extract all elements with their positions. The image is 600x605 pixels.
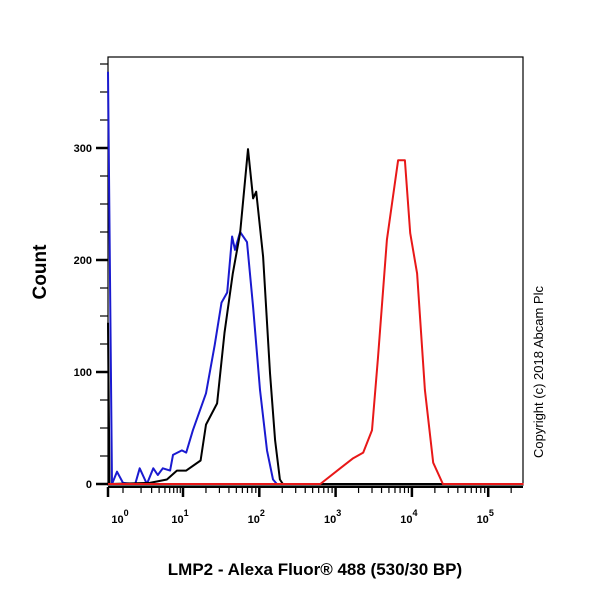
histogram-series-0 xyxy=(107,71,524,485)
x-tick-label: 100 xyxy=(111,508,128,526)
x-tick-base: 10 xyxy=(171,514,183,526)
plot-frame xyxy=(107,56,524,486)
x-tick-base: 10 xyxy=(111,514,123,526)
x-tick-exponent: 5 xyxy=(489,508,494,518)
x-tick-exponent: 0 xyxy=(124,508,129,518)
y-axis-label: Count xyxy=(30,244,51,300)
y-tick-label: 100 xyxy=(74,367,92,379)
y-axis: 0 100 200 300 xyxy=(74,63,108,491)
y-tick-label: 0 xyxy=(86,479,92,491)
x-tick-label: 104 xyxy=(400,508,417,526)
series-group xyxy=(107,71,524,485)
x-tick-base: 10 xyxy=(324,514,336,526)
histogram-series-1 xyxy=(107,148,524,485)
x-tick-label: 103 xyxy=(324,508,341,526)
x-axis-label: LMP2 - Alexa Fluor® 488 (530/30 BP) xyxy=(168,560,462,579)
y-tick-label: 200 xyxy=(74,255,92,267)
y-tick-label: 300 xyxy=(74,143,92,155)
x-tick-label: 102 xyxy=(248,508,265,526)
x-tick-base: 10 xyxy=(248,514,260,526)
x-tick-exponent: 1 xyxy=(184,508,189,518)
x-tick-base: 10 xyxy=(400,514,412,526)
x-tick-base: 10 xyxy=(477,514,489,526)
x-tick-label: 101 xyxy=(171,508,188,526)
histogram-series-2 xyxy=(108,159,524,485)
x-tick-label: 105 xyxy=(477,508,494,526)
x-tick-exponent: 3 xyxy=(336,508,341,518)
copyright-annotation: Copyright (c) 2018 Abcam Plc xyxy=(531,286,546,458)
x-tick-exponent: 2 xyxy=(260,508,265,518)
x-tick-exponent: 4 xyxy=(413,508,418,518)
